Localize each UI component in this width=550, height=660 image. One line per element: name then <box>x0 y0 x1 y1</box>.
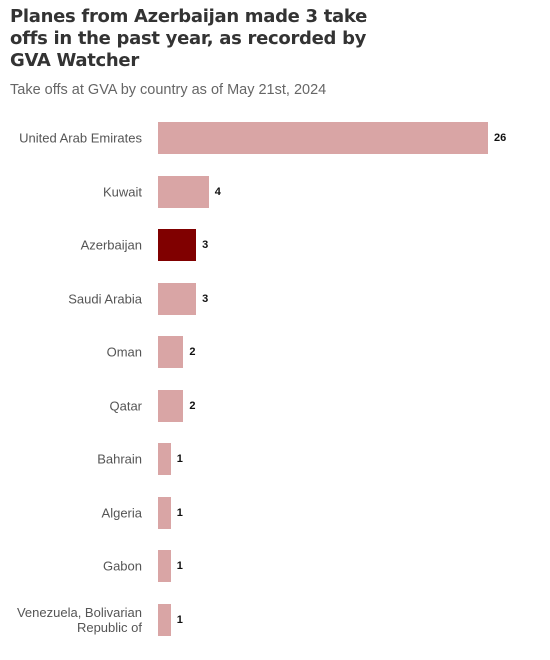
bar <box>158 389 184 422</box>
category-label: Venezuela, Bolivarian Republic of <box>16 604 142 635</box>
category-label: Qatar <box>109 398 142 413</box>
bar <box>158 175 209 208</box>
value-label: 2 <box>189 399 196 412</box>
bar <box>158 122 488 154</box>
category-label: Azerbaijan <box>80 237 142 253</box>
bar <box>158 229 197 261</box>
value-label: 1 <box>176 560 183 572</box>
chart-subtitle: Take offs at GVA by country as of May 21… <box>10 82 327 98</box>
category-label: Bahrain <box>97 451 142 467</box>
chart-title: Planes from Azerbaijan made 3 take offs … <box>10 6 367 71</box>
value-label: 2 <box>189 346 196 358</box>
bar <box>158 603 171 636</box>
bar <box>158 336 184 368</box>
category-label: United Arab Emirates <box>19 130 142 146</box>
value-label: 1 <box>176 506 183 519</box>
category-label: Gabon <box>102 558 142 574</box>
value-label: 3 <box>202 239 209 251</box>
value-label: 1 <box>176 453 183 465</box>
bar <box>158 550 171 582</box>
value-label: 4 <box>214 185 221 198</box>
value-label: 3 <box>202 292 209 305</box>
category-label: Algeria <box>101 505 142 520</box>
bar <box>158 496 171 529</box>
value-label: 1 <box>176 613 183 626</box>
category-label: Oman <box>106 344 142 360</box>
category-label: Saudi Arabia <box>68 291 142 306</box>
category-label: Kuwait <box>102 184 142 199</box>
bar <box>158 443 171 475</box>
bar <box>158 282 197 315</box>
value-label: 26 <box>494 132 507 144</box>
